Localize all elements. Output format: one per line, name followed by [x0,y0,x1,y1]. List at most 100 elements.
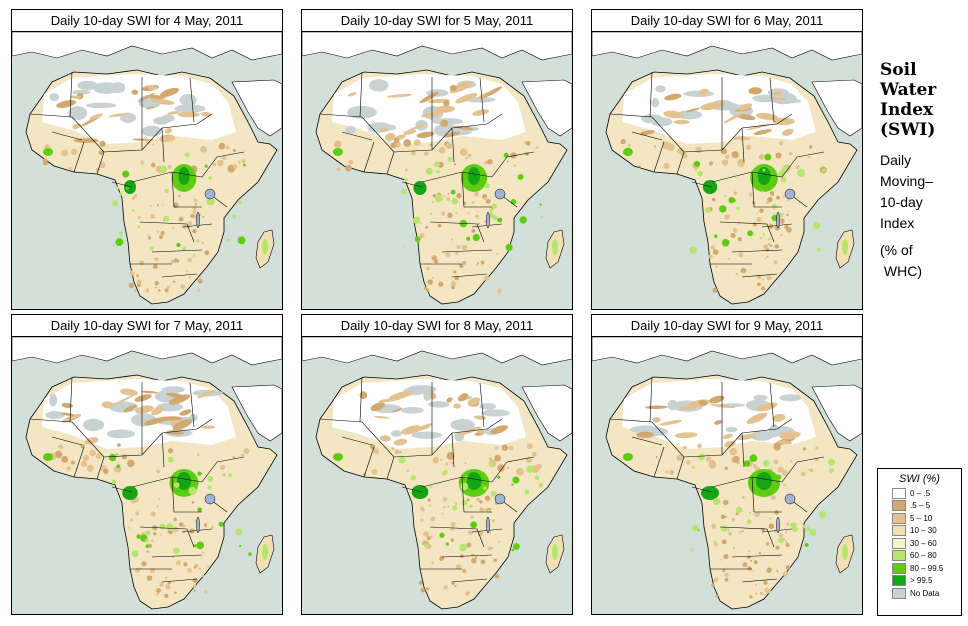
dry-patch [732,455,740,463]
dry-patch [782,195,786,198]
dry-patch [763,580,768,585]
wet-patch [159,165,168,174]
wet-patch [517,173,524,180]
dry-patch [745,144,752,150]
dry-patch [663,110,685,119]
dry-patch [171,226,174,230]
wet-patch [780,176,787,183]
dry-patch [674,432,698,439]
dry-patch [86,464,94,472]
dry-patch [173,202,179,208]
wet-area [702,180,718,194]
dry-patch [150,205,152,207]
wet-patch [206,197,215,206]
side-title-line: Index [880,100,934,120]
nodata-patch [162,386,185,394]
wet-area [701,486,719,500]
dry-patch [103,468,109,475]
dry-patch [724,195,727,198]
dry-patch [129,270,135,276]
nodata-patch [676,110,703,120]
wet-patch [747,230,754,237]
dry-patch [433,258,439,264]
dry-patch [150,539,154,542]
dry-patch [453,163,457,166]
dry-patch [732,228,738,233]
dry-patch [759,208,764,214]
dry-patch [653,145,656,148]
dry-patch [437,223,442,228]
dry-patch [178,216,184,222]
dry-patch [155,286,158,289]
dry-patch [450,522,456,527]
dry-patch [474,556,478,559]
dry-patch [445,252,451,258]
dry-patch [447,192,450,195]
wet-patch [842,544,848,560]
side-title-line: Water [880,80,937,100]
wet-patch [111,479,117,485]
africa-map [591,31,863,310]
wet-patch [116,464,121,469]
dry-patch [148,544,153,548]
country-border [769,382,775,428]
dry-patch [373,448,380,455]
dry-patch [698,88,710,96]
dry-patch [756,404,764,411]
dry-patch [678,405,698,411]
dry-patch [506,160,509,163]
country-border [201,156,218,178]
dry-patch [673,119,690,125]
nodata-patch [174,104,206,113]
wet-patch [483,486,487,490]
dry-patch [416,131,435,138]
dry-patch [200,425,216,429]
nodata-patch [345,125,356,134]
dry-patch [443,100,450,107]
dry-patch [186,269,189,273]
dry-patch [159,87,180,98]
wet-patch [513,543,520,550]
wet-patch [243,163,246,167]
dry-patch [485,198,491,204]
dry-patch [136,279,142,285]
country-border [171,171,202,208]
wet-patch [232,214,237,219]
dry-patch [154,281,159,286]
wet-patch [447,156,453,162]
country-border [73,141,85,173]
wet-patch [511,483,514,486]
legend-title: SWI (%) [899,473,940,485]
dry-patch [808,145,813,149]
dry-patch [736,433,757,441]
legend-swatch [892,500,906,512]
nodata-patch [179,94,197,106]
dry-patch [766,567,772,573]
dry-patch [636,431,654,438]
country-border [201,461,218,483]
dry-patch [420,518,424,522]
dry-patch [733,191,738,196]
side-subtitle-line: Daily [880,152,912,168]
dry-patch [410,150,416,156]
neighbour-land [231,384,282,442]
dry-patch [767,196,773,203]
dry-patch [786,198,790,202]
wet-patch [159,523,166,530]
neighbour-land [592,32,862,61]
lake [204,188,216,200]
dry-patch [151,98,175,105]
dry-patch [755,112,779,121]
wet-patch [439,532,445,538]
wet-patch [828,458,836,466]
dry-patch [167,111,180,115]
dry-patch [705,456,712,462]
lake [486,211,490,229]
neighbour-land [12,337,282,366]
dry-patch [497,464,505,472]
wet-patch [434,194,443,203]
dry-patch [483,197,487,200]
dry-patch [753,129,772,136]
dry-patch [668,469,675,475]
wet-patch [207,485,212,490]
